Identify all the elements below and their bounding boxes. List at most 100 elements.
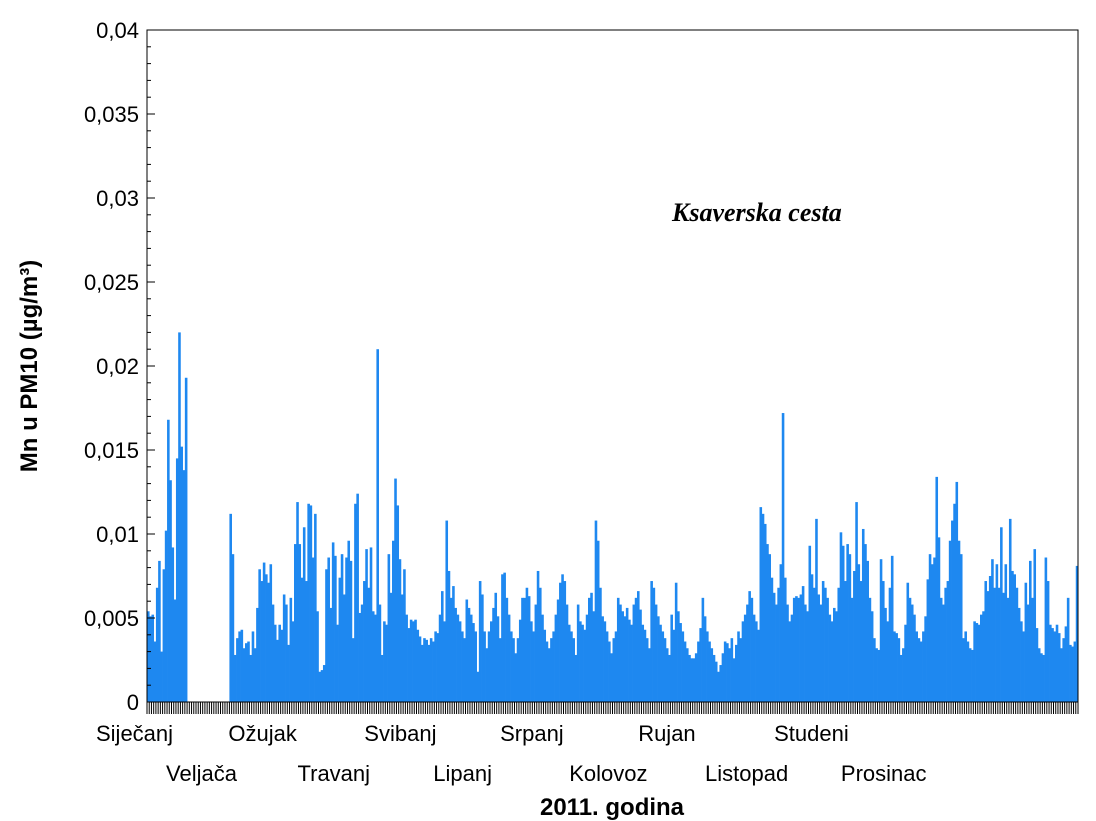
- bar: [924, 616, 927, 702]
- bar: [730, 638, 734, 702]
- bar: [249, 654, 253, 702]
- bar: [501, 574, 504, 702]
- y-tick-label: 0,02: [96, 354, 139, 379]
- bar: [265, 574, 268, 702]
- bar: [461, 631, 464, 702]
- bar: [599, 587, 602, 702]
- bar: [857, 564, 861, 702]
- bar: [496, 616, 500, 702]
- bar: [276, 639, 279, 702]
- bar: [1002, 592, 1005, 702]
- bar: [394, 478, 397, 702]
- bar: [147, 611, 150, 702]
- bar: [318, 671, 322, 702]
- bar: [271, 604, 275, 702]
- bar: [1046, 581, 1050, 702]
- bar: [603, 621, 607, 702]
- bar: [567, 624, 571, 702]
- bar: [400, 594, 404, 702]
- bar: [982, 611, 985, 702]
- bar: [777, 587, 780, 702]
- bar: [503, 572, 506, 702]
- bar: [735, 644, 738, 702]
- bar: [574, 654, 578, 702]
- bar: [968, 648, 972, 702]
- bar: [434, 631, 437, 702]
- bar: [719, 665, 722, 702]
- bar: [665, 648, 669, 702]
- bar: [345, 557, 348, 702]
- bar: [527, 596, 531, 702]
- bar: [563, 581, 567, 702]
- bar: [899, 654, 903, 702]
- bar: [182, 470, 186, 702]
- bar: [367, 587, 371, 702]
- bar: [681, 631, 685, 702]
- bar: [808, 545, 812, 702]
- bar: [474, 631, 477, 702]
- bar: [358, 612, 362, 702]
- bar: [371, 611, 375, 702]
- bar: [311, 557, 315, 702]
- bar: [334, 555, 337, 702]
- bar: [485, 648, 489, 702]
- bar: [236, 638, 239, 702]
- bar: [383, 621, 386, 702]
- bar: [986, 591, 990, 702]
- bar: [155, 587, 159, 702]
- bar: [819, 604, 823, 702]
- x-ticks: [146, 702, 1079, 714]
- bar: [289, 597, 293, 702]
- bar: [354, 503, 357, 702]
- bar: [336, 624, 339, 702]
- y-tick-label: 0,005: [84, 606, 139, 631]
- bar: [873, 638, 876, 702]
- bar: [287, 644, 290, 702]
- month-label: Rujan: [638, 721, 695, 746]
- bar: [316, 611, 319, 702]
- bar: [672, 629, 676, 702]
- bar: [686, 648, 689, 702]
- bar: [726, 643, 729, 702]
- bar: [679, 623, 682, 702]
- bar: [405, 614, 408, 702]
- bar: [302, 527, 306, 702]
- bar: [625, 607, 629, 702]
- bar: [445, 520, 449, 702]
- bar: [962, 638, 965, 702]
- bar: [420, 644, 424, 702]
- bar: [429, 638, 433, 702]
- bar: [1008, 518, 1012, 702]
- bar: [964, 631, 967, 702]
- bar: [229, 513, 232, 702]
- bar: [712, 654, 716, 702]
- bar: [826, 597, 829, 702]
- bar: [231, 554, 235, 702]
- month-label: Studeni: [774, 721, 849, 746]
- bar: [369, 547, 373, 702]
- bar: [432, 641, 435, 702]
- bar: [1013, 574, 1016, 702]
- bar: [761, 513, 765, 702]
- chart-annotation: Ksaverska cesta: [671, 198, 842, 227]
- bar: [608, 641, 611, 702]
- bar: [944, 587, 947, 702]
- bar: [650, 581, 653, 702]
- bar: [178, 332, 181, 702]
- bar: [833, 607, 836, 702]
- bar: [1075, 565, 1079, 702]
- bar: [861, 528, 865, 702]
- bar: [363, 581, 366, 702]
- bar: [258, 569, 261, 702]
- bar: [784, 577, 787, 702]
- bar: [1073, 641, 1077, 702]
- bar: [951, 520, 954, 702]
- bar: [320, 670, 324, 702]
- bar: [242, 648, 246, 702]
- bar: [596, 540, 600, 702]
- month-label: Srpanj: [500, 721, 564, 746]
- bar: [559, 582, 562, 702]
- bar: [536, 570, 540, 702]
- bar: [674, 582, 678, 702]
- bar: [314, 513, 317, 702]
